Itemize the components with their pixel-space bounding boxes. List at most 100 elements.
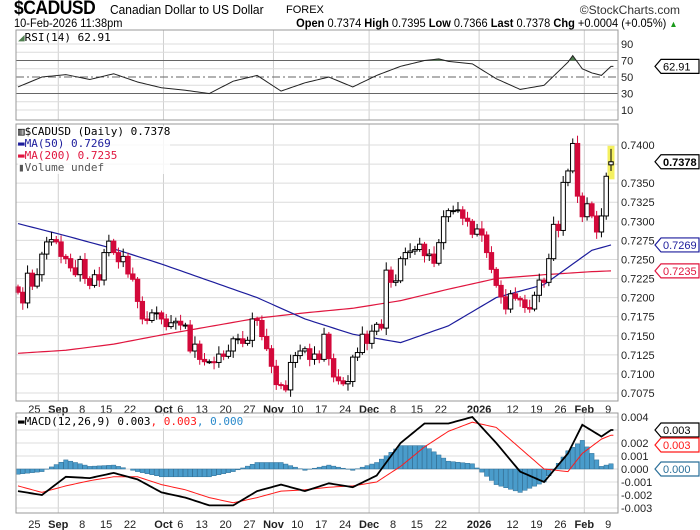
candle-down [589, 201, 595, 219]
candle-down [469, 219, 476, 239]
symbol: $CADUSD [14, 0, 96, 19]
macd-histogram-bar [39, 468, 45, 472]
candle-body [402, 252, 409, 260]
price-legend: ▥$CADUSD (Daily) 0.7378 ▬MA(50) 0.7269 ▬… [18, 125, 171, 174]
candle-body [407, 250, 413, 254]
candle-body [43, 241, 50, 255]
candle-body [316, 353, 322, 360]
candle-body [560, 181, 566, 231]
candle-up [244, 336, 251, 346]
candle-body [565, 170, 571, 183]
macd-histogram-bar [565, 450, 571, 470]
macd-histogram-bar [163, 468, 169, 478]
up-arrow-icon: ▲ [669, 19, 678, 29]
macd-histogram-bar [321, 465, 327, 470]
macd-histogram-bar [450, 461, 456, 470]
macd-date-label: 10 [291, 519, 303, 530]
macd-histogram-bar [58, 461, 64, 470]
macd-date-label: 2026 [467, 519, 491, 530]
candle-up [34, 268, 40, 289]
macd-histogram-bar [254, 462, 260, 470]
candle-body [570, 142, 576, 172]
candle-down [187, 320, 193, 354]
candle-up [560, 175, 566, 236]
macd-legend-text: MACD(12,26,9) 0.003 [24, 415, 151, 428]
macd-date-label: 15 [411, 519, 423, 530]
macd-histogram-bar [493, 468, 499, 485]
macd-histogram-bar [68, 460, 74, 470]
candle-body [593, 215, 600, 233]
macd-date-label: Feb [575, 519, 595, 530]
chg-label: Chg [553, 16, 576, 30]
candle-up [436, 239, 442, 266]
macd-histogram-bar [469, 463, 475, 470]
macd-histogram-bar [292, 466, 298, 470]
macd-histogram-bar [273, 462, 279, 470]
candle-body [474, 228, 480, 235]
last-price-tag-box [654, 154, 700, 170]
macd-date-label: Sep [48, 519, 68, 530]
macd-histogram-bar [139, 468, 145, 473]
candle-body [364, 333, 370, 344]
ma200-value-tag: 0.7235 [663, 266, 697, 278]
candle-down [574, 135, 581, 203]
macd-date-label: 24 [339, 519, 351, 530]
price-date-label: 10 [291, 404, 303, 416]
macd-histogram-bar [479, 468, 485, 473]
macd-histogram-bar [144, 468, 150, 474]
macd-date-label: Oct [154, 519, 173, 530]
macd-histogram-bar [120, 467, 126, 470]
macd-histogram-bar [594, 459, 600, 470]
candle-up [216, 346, 222, 368]
candle-up [412, 245, 418, 255]
candle-up [168, 314, 174, 329]
macd-histogram-bar [230, 468, 236, 472]
price-axis-label: 0.7075 [621, 388, 655, 400]
candle-body [460, 209, 466, 219]
candle-body [431, 253, 437, 264]
candle-down [263, 328, 270, 352]
rsi-axis-label: 30 [621, 89, 633, 101]
candle-body [91, 274, 98, 286]
volume-bars-icon: ▮ [18, 161, 25, 174]
candle-body [330, 358, 337, 378]
candle-body [187, 324, 193, 352]
candle-body [517, 297, 523, 301]
candle-up [43, 236, 50, 260]
candle-body [378, 323, 385, 329]
candle-up [354, 347, 361, 361]
candle-body [24, 272, 31, 304]
candle-body [144, 318, 150, 321]
candle-body [20, 291, 26, 304]
candle-body [96, 274, 102, 281]
brand-link[interactable]: ©StockCharts.com [579, 3, 680, 17]
candle-down [335, 369, 342, 385]
candle-body [397, 258, 404, 282]
candle-body [498, 284, 504, 298]
candle-down [82, 253, 88, 284]
macd-histogram-bar [312, 467, 317, 470]
macd-histogram-bar [598, 466, 604, 470]
macd-date-label: 27 [243, 519, 255, 530]
macd-histogram-bar [474, 467, 480, 470]
candle-body [29, 272, 36, 287]
macd-histogram-bar [331, 465, 337, 470]
candle-body [297, 350, 303, 357]
candle-body [541, 279, 547, 283]
candle-up [546, 253, 552, 287]
candle-body [153, 312, 160, 315]
candle-body [388, 269, 394, 283]
price-axis-label: 0.7125 [621, 350, 655, 362]
candle-body [39, 253, 45, 276]
high-value: 0.7395 [392, 16, 427, 30]
macd-histogram-bar [264, 462, 270, 470]
price-date-label: 9 [605, 404, 611, 416]
candle-body [125, 255, 131, 275]
high-label: High [364, 16, 390, 30]
low-value: 0.7366 [454, 16, 489, 30]
candle-body [350, 356, 356, 383]
candle-body [307, 348, 313, 360]
candle-body [263, 336, 270, 350]
price-axis-label: 0.7325 [621, 197, 655, 209]
price-legend-text: $CADUSD (Daily) 0.7378 [24, 125, 171, 138]
